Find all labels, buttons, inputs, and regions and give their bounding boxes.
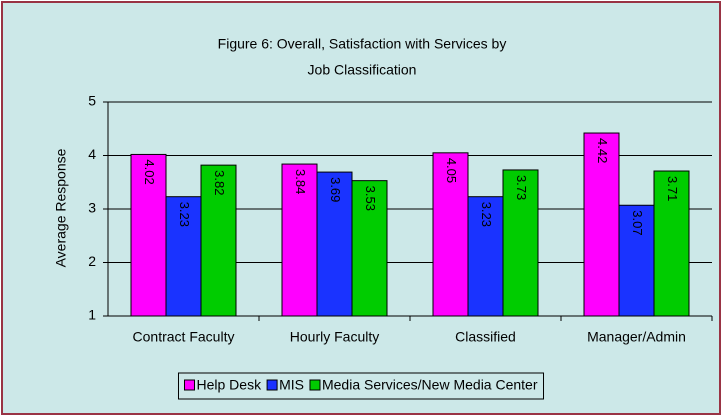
bar bbox=[351, 180, 388, 317]
legend: Help Desk MIS Media Services/New Media Cen… bbox=[177, 372, 545, 400]
data-label: 3.69 bbox=[328, 177, 343, 202]
x-tick-label: Manager/Admin bbox=[587, 329, 686, 345]
y-tick-label: 2 bbox=[88, 253, 96, 269]
x-tick-label: Contract Faculty bbox=[133, 329, 235, 345]
data-label: 4.42 bbox=[595, 138, 610, 163]
legend-swatch bbox=[183, 379, 195, 391]
y-tick-label: 5 bbox=[88, 93, 96, 109]
y-tick-label: 3 bbox=[88, 200, 96, 216]
bar bbox=[316, 171, 353, 317]
legend-box bbox=[177, 372, 545, 400]
x-tick-label: Classified bbox=[455, 329, 516, 345]
data-label: 3.23 bbox=[177, 202, 192, 227]
legend-label: Help Desk bbox=[196, 377, 262, 393]
data-label: 4.02 bbox=[142, 159, 157, 184]
y-tick-label: 1 bbox=[88, 307, 96, 323]
y-tick-label: 4 bbox=[88, 146, 96, 162]
legend-swatch bbox=[309, 379, 321, 391]
bar bbox=[618, 204, 655, 317]
data-label: 3.53 bbox=[363, 186, 378, 211]
bar bbox=[502, 169, 539, 317]
bar bbox=[130, 153, 167, 317]
data-label: 4.05 bbox=[444, 158, 459, 183]
data-label: 3.84 bbox=[293, 169, 308, 194]
bar bbox=[165, 196, 202, 317]
bar bbox=[653, 170, 690, 317]
legend-swatch bbox=[266, 379, 278, 391]
bar bbox=[432, 152, 469, 317]
bar bbox=[467, 196, 504, 317]
data-label: 3.07 bbox=[630, 210, 645, 235]
data-label: 3.23 bbox=[479, 202, 494, 227]
bar bbox=[200, 164, 237, 317]
chart-title: Job Classification bbox=[308, 62, 417, 78]
legend-label: MIS bbox=[279, 377, 304, 393]
x-tick-label: Hourly Faculty bbox=[290, 329, 379, 345]
data-label: 3.82 bbox=[212, 170, 227, 195]
chart-title: Figure 6: Overall, Satisfaction with Ser… bbox=[218, 36, 507, 52]
data-label: 3.73 bbox=[514, 175, 529, 200]
data-label: 3.71 bbox=[665, 176, 680, 201]
legend-label: Media Services/New Media Center bbox=[322, 377, 538, 393]
bar bbox=[583, 132, 620, 317]
y-axis-label: Average Response bbox=[53, 148, 69, 267]
